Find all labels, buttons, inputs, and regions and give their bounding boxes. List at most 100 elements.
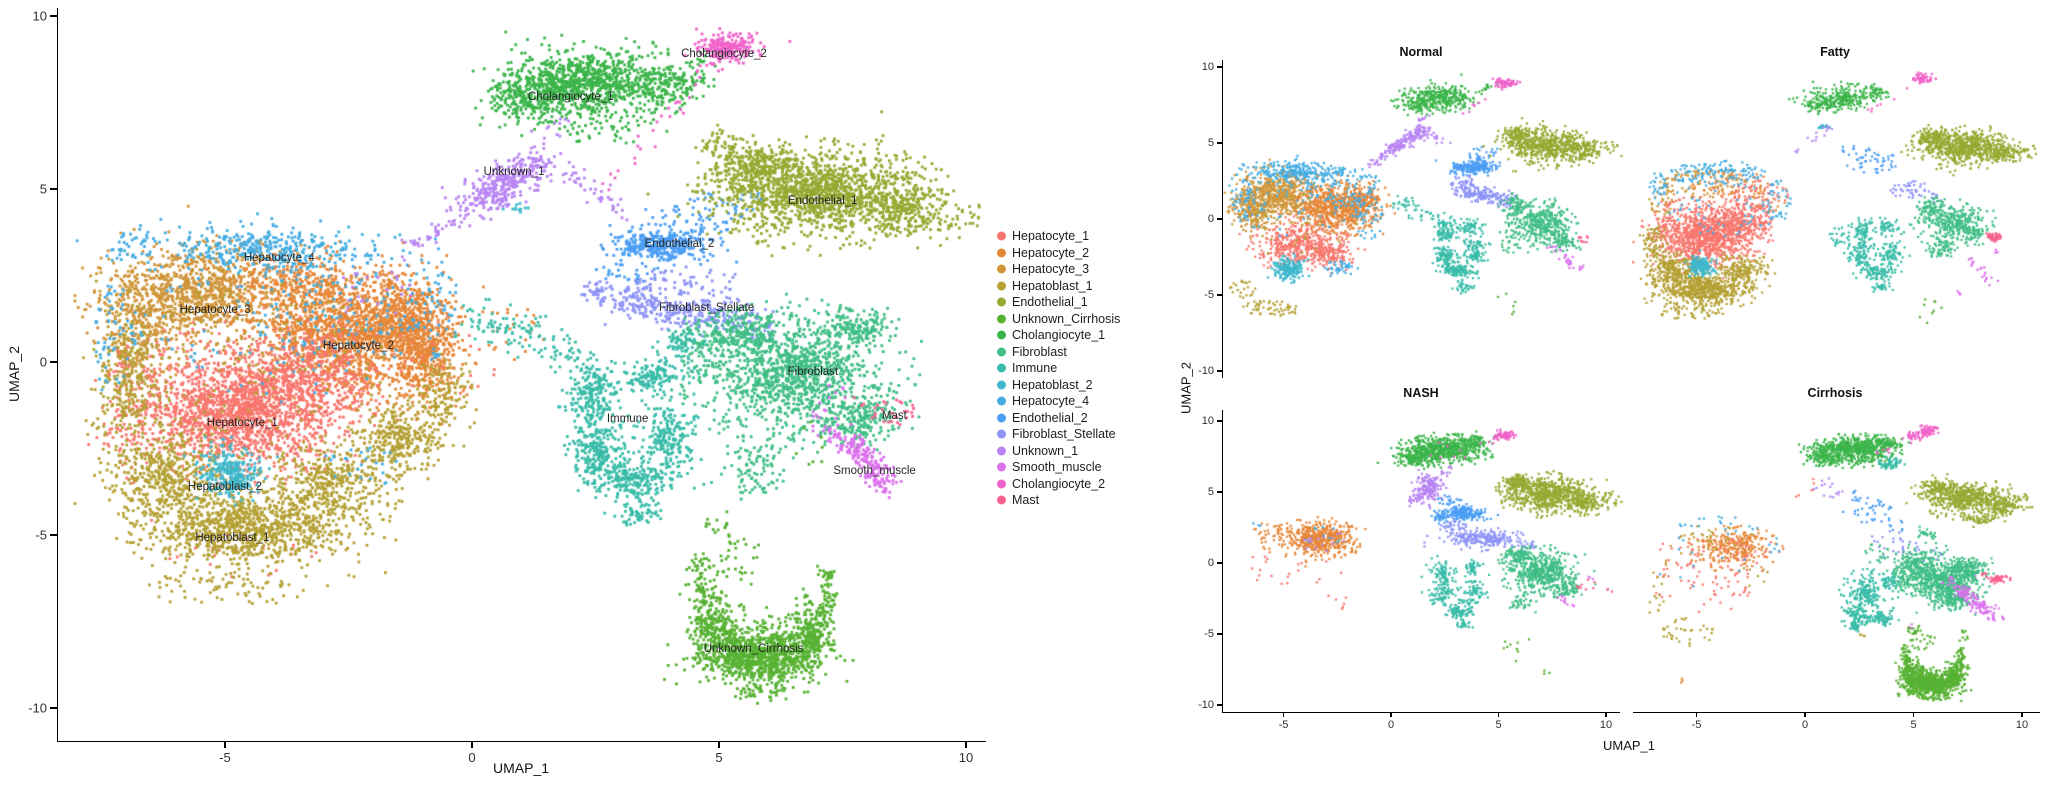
tick-mark [1217, 142, 1222, 144]
legend-item: Cholangiocyte_2 [997, 476, 1167, 492]
tick-mark [1282, 712, 1285, 717]
facet-x-tick-label: 10 [2015, 719, 2029, 731]
legend-swatch-icon [997, 462, 1006, 472]
legend-swatch-icon [997, 495, 1006, 505]
cluster-label: Mast [881, 409, 907, 422]
legend-swatch-icon [997, 248, 1006, 257]
legend-label: Mast [1012, 493, 1040, 507]
main-y-tick-label: -5 [35, 527, 47, 543]
tick-mark [1605, 712, 1607, 717]
cluster-label: Immune [606, 413, 649, 426]
legend-label: Hepatoblast_2 [1012, 377, 1093, 392]
legend-swatch-icon [997, 231, 1006, 241]
legend-swatch-icon [997, 297, 1006, 307]
tick-mark [718, 741, 720, 748]
tick-mark [50, 15, 57, 17]
legend-label: Immune [1012, 361, 1058, 375]
facet-x-tick-label: 10 [1599, 719, 1613, 731]
cluster-label: Cholangiocyte_2 [681, 48, 767, 61]
facet-y-tick-label: 10 [1201, 415, 1214, 427]
facet-y-tick-label: 10 [1201, 61, 1214, 73]
legend-label: Hepatocyte_1 [1012, 229, 1090, 243]
facet-cirrhosis-x-axis-line [1633, 712, 2040, 714]
legend-label: Hepatoblast_1 [1012, 278, 1093, 293]
main-x-tick-label: 5 [715, 750, 723, 765]
legend-label: Fibroblast [1012, 344, 1067, 359]
legend-item: Hepatocyte_2 [997, 245, 1167, 261]
facet-x-tick-label: 0 [1801, 719, 1809, 731]
legend-swatch-icon [997, 429, 1006, 439]
legend-swatch-icon [997, 314, 1006, 323]
facet-x-tick-label: 0 [1387, 719, 1395, 731]
legend-item: Hepatocyte_4 [997, 393, 1167, 409]
legend-item: Fibroblast_Stellate [997, 426, 1167, 442]
main-x-tick-label: -5 [219, 750, 231, 765]
main-y-tick-label: -10 [28, 700, 47, 716]
legend-label: Hepatocyte_3 [1012, 262, 1090, 276]
legend-item: Smooth_muscle [997, 459, 1167, 475]
cluster-label: Fibroblast_Stellate [659, 302, 755, 315]
legend-swatch-icon [997, 330, 1006, 340]
legend-swatch-icon [997, 479, 1006, 488]
legend-item: Hepatoblast_1 [997, 278, 1167, 294]
cluster-label: Unknown_Cirrhosis [703, 643, 804, 656]
cluster-label: Smooth_muscle [833, 464, 916, 477]
main-x-tick-label: 0 [468, 750, 476, 765]
facet-y-tick-label: 0 [1207, 213, 1214, 225]
legend-item: Hepatoblast_2 [997, 377, 1167, 393]
tick-mark [50, 188, 57, 190]
legend-label: Hepatocyte_2 [1012, 245, 1090, 260]
legend-label: Unknown_Cirrhosis [1012, 311, 1121, 326]
legend-item: Endothelial_2 [997, 410, 1167, 426]
legend-item: Hepatocyte_1 [997, 228, 1167, 244]
legend-swatch-icon [997, 347, 1006, 356]
facet-title-fatty: Fatty [1820, 45, 1850, 59]
cluster-label: Hepatocyte_2 [322, 340, 394, 353]
tick-mark [1217, 562, 1222, 564]
facet-title-nash: NASH [1403, 386, 1439, 400]
legend-swatch-icon [997, 413, 1006, 422]
legend-item: Fibroblast [997, 344, 1167, 360]
tick-mark [1217, 633, 1222, 635]
cluster-label: Hepatoblast_1 [195, 532, 270, 545]
tick-mark [1217, 491, 1222, 493]
legend-label: Unknown_1 [1012, 443, 1079, 458]
legend-swatch-icon [997, 363, 1006, 373]
tick-mark [1695, 712, 1698, 717]
cluster-label: Endothelial_2 [644, 238, 715, 251]
facet-y-axis-title: UMAP_2 [1178, 361, 1194, 415]
main-y-axis-title: UMAP_2 [6, 345, 22, 403]
facet-x-axis-title: UMAP_1 [1602, 738, 1656, 753]
main-x-axis-line [57, 741, 986, 743]
facet-row1-y-axis-line [1222, 60, 1224, 378]
facet-x-tick-label: 5 [1910, 719, 1917, 731]
legend-swatch-icon [997, 264, 1006, 274]
legend-item: Endothelial_1 [997, 294, 1167, 310]
tick-mark [1497, 712, 1500, 717]
facet-x-tick-label: 5 [1495, 719, 1502, 731]
tick-mark [1217, 66, 1222, 68]
tick-mark [1217, 294, 1222, 296]
tick-mark [1804, 712, 1806, 717]
cluster-label: Hepatoblast_2 [187, 480, 263, 493]
tick-mark [1217, 420, 1222, 422]
legend-swatch-icon [997, 396, 1006, 406]
main-y-tick-label: 5 [39, 181, 47, 197]
facet-title-normal: Normal [1399, 45, 1443, 59]
facet-y-tick-label: -10 [1198, 699, 1214, 711]
legend-label: Endothelial_2 [1012, 410, 1088, 425]
tick-mark [50, 707, 57, 709]
tick-mark [1217, 704, 1222, 706]
legend-item: Hepatocyte_3 [997, 261, 1167, 277]
tick-mark [1217, 218, 1222, 220]
legend-swatch-icon [997, 380, 1006, 389]
main-x-axis-title: UMAP_1 [492, 760, 550, 776]
legend-swatch-icon [997, 446, 1006, 455]
tick-mark [224, 741, 226, 748]
cluster-label: Cholangiocyte_1 [527, 91, 614, 104]
legend-label: Fibroblast_Stellate [1012, 427, 1116, 441]
legend-item: Mast [997, 492, 1167, 508]
facet-y-tick-label: 5 [1207, 137, 1214, 149]
main-y-tick-label: 0 [39, 354, 47, 370]
